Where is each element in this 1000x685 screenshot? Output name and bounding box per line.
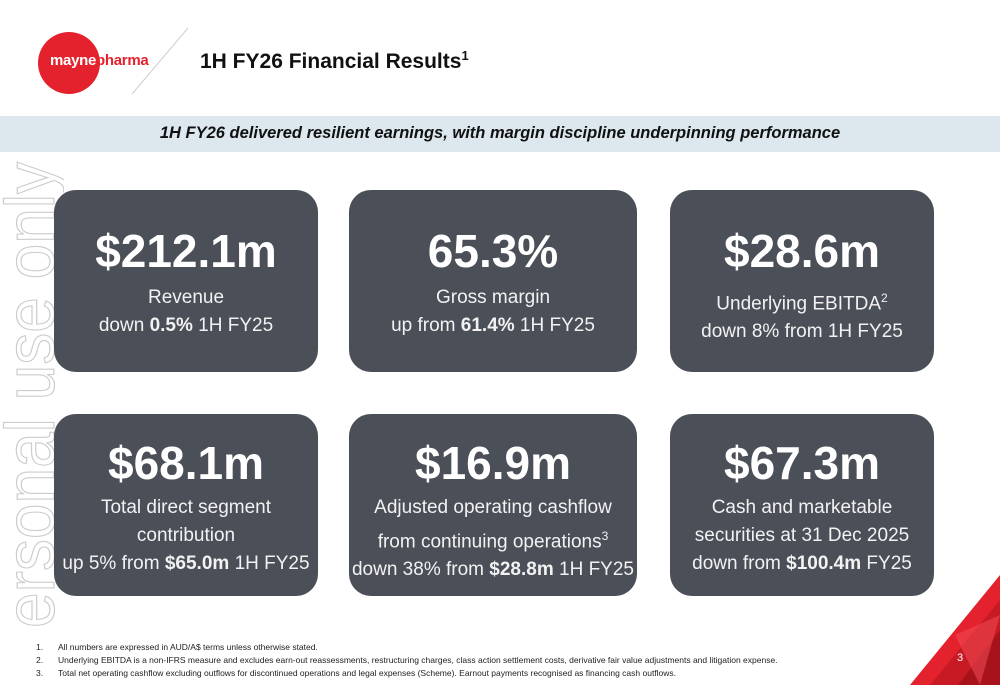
- comparison-period: 1H FY25: [553, 559, 634, 581]
- footnote-number: 1.: [36, 642, 44, 652]
- footnote-ref: 3: [601, 529, 609, 543]
- metric-comparison: up 5% from $65.0m 1H FY25: [54, 550, 318, 578]
- footnote-text: Total net operating cashflow excluding o…: [58, 668, 677, 678]
- headline-banner: 1H FY26 delivered resilient earnings, wi…: [0, 116, 1000, 152]
- metric-value: $68.1m: [107, 437, 264, 489]
- footnote-ref: 2: [881, 291, 888, 305]
- mayne-pharma-logo-circle: [38, 32, 100, 94]
- metric-label-line1: Cash and marketable: [711, 497, 893, 518]
- metric-card-cash: $67.3m Cash and marketable securities at…: [670, 414, 934, 596]
- metric-label-line2: from continuing operations3: [349, 522, 637, 556]
- metric-comparison: down 38% from $28.8m 1H FY25: [349, 556, 637, 584]
- headline-banner-text: 1H FY26 delivered resilient earnings, wi…: [159, 124, 841, 142]
- footnote-text: Underlying EBITDA is a non-IFRS measure …: [58, 655, 778, 665]
- metric-card-gross-margin: 65.3% Gross margin up from 61.4% 1H FY25: [349, 190, 637, 372]
- comparison-figure: $100.4m: [786, 553, 862, 574]
- comparison-text: down: [98, 315, 150, 336]
- page-title: 1H FY26 Financial Results1: [200, 48, 469, 74]
- footnote-number: 3.: [36, 668, 44, 678]
- comparison-period: 1H FY25: [192, 315, 274, 336]
- metric-comparison: up from 61.4% 1H FY25: [349, 312, 637, 340]
- footnote-text: All numbers are expressed in AUD/A$ term…: [58, 642, 318, 652]
- comparison-period: FY25: [861, 553, 912, 574]
- page-title-text: 1H FY26 Financial Results: [200, 50, 462, 73]
- corner-decoration: [910, 575, 1000, 685]
- page-title-footnote-ref: 1: [461, 48, 469, 63]
- watermark-text: ersonal use only: [0, 162, 64, 628]
- page-number: 3: [957, 652, 964, 664]
- metric-card-underlying-ebitda: $28.6m Underlying EBITDA2 down 8% from 1…: [670, 190, 934, 372]
- comparison-text: down from: [692, 553, 787, 574]
- comparison-figure: 0.5%: [149, 315, 193, 336]
- metric-card-operating-cashflow: $16.9m Adjusted operating cashflow from …: [349, 414, 637, 596]
- metric-label-line1: Total direct segment: [100, 497, 272, 518]
- comparison-period: 1H FY25: [229, 553, 310, 574]
- comparison-text: up 5% from: [62, 553, 165, 574]
- logo-text-pharma: pharma: [96, 52, 149, 69]
- mayne-pharma-logo: maynepharma: [50, 52, 149, 69]
- personal-use-only-watermark: ersonal use only: [0, 161, 64, 628]
- footnote-item: 1. All numbers are expressed in AUD/A$ te…: [36, 641, 936, 654]
- metric-label: Gross margin: [435, 287, 551, 308]
- metric-label: Revenue: [147, 287, 225, 308]
- metric-label-text: Underlying EBITDA: [716, 293, 882, 315]
- metric-label-text: from continuing operations: [377, 531, 602, 553]
- metric-label-line1: Adjusted operating cashflow: [374, 497, 612, 518]
- comparison-figure: $28.8m: [489, 559, 554, 581]
- metric-value: $67.3m: [723, 437, 880, 489]
- comparison-figure: $65.0m: [164, 553, 230, 574]
- footnote-item: 2. Underlying EBITDA is a non-IFRS measur…: [36, 654, 936, 667]
- header-divider-line: [131, 27, 189, 95]
- metric-card-revenue: $212.1m Revenue down 0.5% 1H FY25: [54, 190, 318, 372]
- metric-label-line2: contribution: [136, 525, 236, 546]
- comparison-text: down 38% from: [351, 559, 490, 581]
- footnote-number: 2.: [36, 655, 44, 665]
- footnotes: 1. All numbers are expressed in AUD/A$ te…: [36, 641, 936, 680]
- comparison-period: 1H FY25: [514, 315, 595, 336]
- metric-comparison: down from $100.4m FY25: [670, 550, 934, 578]
- footnote-item: 3. Total net operating cashflow excluding…: [36, 667, 936, 680]
- comparison-figure: 61.4%: [460, 315, 515, 336]
- metric-label-line2: securities at 31 Dec 2025: [694, 525, 910, 546]
- metric-value: $212.1m: [95, 225, 277, 277]
- comparison-text: up from: [391, 315, 461, 336]
- metric-value: 65.3%: [427, 225, 559, 277]
- metric-value: $28.6m: [723, 225, 880, 277]
- metric-value: $16.9m: [414, 437, 571, 489]
- metric-comparison: down 0.5% 1H FY25: [54, 312, 318, 340]
- logo-text-mayne: mayne: [50, 52, 97, 69]
- metric-label: Underlying EBITDA2: [670, 284, 934, 318]
- metric-comparison: down 8% from 1H FY25: [701, 321, 903, 343]
- metric-card-segment-contribution: $68.1m Total direct segment contribution…: [54, 414, 318, 596]
